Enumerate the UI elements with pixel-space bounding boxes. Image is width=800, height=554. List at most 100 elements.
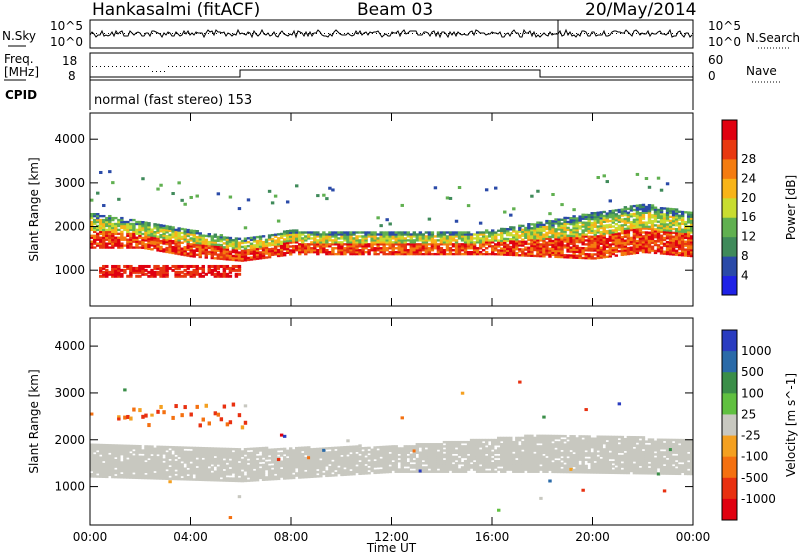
power-cell bbox=[424, 237, 429, 240]
velocity-cell bbox=[231, 456, 236, 459]
velocity-cell bbox=[448, 445, 453, 448]
power-cell bbox=[114, 242, 118, 245]
velocity-cell bbox=[96, 443, 100, 447]
velocity-cell bbox=[394, 457, 398, 461]
velocity-cell bbox=[180, 471, 184, 475]
power-cell bbox=[448, 252, 453, 256]
power-cell bbox=[445, 231, 450, 234]
power-cell bbox=[602, 248, 606, 251]
power-cell bbox=[578, 227, 582, 230]
velocity-cell bbox=[409, 457, 414, 461]
velocity-cell bbox=[150, 460, 154, 463]
velocity-cell bbox=[168, 452, 172, 455]
nave-dot bbox=[676, 66, 677, 67]
velocity-cell bbox=[159, 445, 163, 449]
power-cell bbox=[641, 213, 646, 216]
velocity-cell bbox=[292, 461, 296, 465]
velocity-cell bbox=[394, 466, 398, 469]
power-cell bbox=[376, 216, 380, 220]
velocity-cell bbox=[406, 451, 410, 454]
power-cell bbox=[638, 206, 643, 209]
power-cell bbox=[638, 221, 643, 225]
power-cell bbox=[403, 237, 407, 240]
power-cell bbox=[186, 266, 190, 270]
power-cell bbox=[605, 212, 609, 215]
velocity-cell bbox=[273, 467, 278, 470]
velocity-cell bbox=[138, 468, 142, 471]
velocity-cell bbox=[156, 458, 160, 461]
power-cell bbox=[560, 251, 564, 255]
power-cell bbox=[490, 247, 495, 250]
power-cell bbox=[301, 231, 305, 234]
power-cell bbox=[141, 242, 145, 246]
velocity-cell bbox=[295, 457, 299, 460]
power-cell bbox=[608, 255, 612, 258]
nave-dot bbox=[392, 66, 393, 67]
power-cell bbox=[129, 232, 133, 236]
velocity-cell bbox=[270, 448, 275, 451]
power-cell bbox=[533, 248, 537, 252]
power-cell bbox=[512, 240, 516, 243]
power-cell bbox=[454, 249, 459, 252]
power-cell bbox=[225, 264, 230, 268]
velocity-cell bbox=[264, 476, 269, 479]
power-cell bbox=[183, 264, 187, 268]
power-cell bbox=[451, 233, 456, 236]
velocity-cell bbox=[427, 455, 432, 459]
power-cell bbox=[632, 226, 637, 229]
power-cell bbox=[228, 252, 233, 255]
power-cell bbox=[599, 242, 603, 246]
power-cell bbox=[421, 235, 426, 238]
power-cell bbox=[201, 264, 205, 268]
power-cell bbox=[298, 233, 302, 236]
velocity-cell bbox=[442, 445, 447, 448]
power-cell bbox=[276, 244, 281, 248]
velocity-cell bbox=[279, 454, 284, 457]
velocity-cell bbox=[123, 461, 127, 464]
power-cell bbox=[279, 254, 284, 257]
power-cell bbox=[267, 242, 272, 245]
power-cell bbox=[433, 241, 438, 244]
power-cell bbox=[490, 235, 495, 238]
power-cell bbox=[599, 217, 603, 220]
power-cell bbox=[638, 219, 643, 223]
power-cell bbox=[231, 239, 236, 242]
velocity-cell bbox=[135, 463, 139, 467]
velocity-cell bbox=[466, 451, 471, 454]
velocity-cell bbox=[307, 456, 311, 460]
velocity-cell bbox=[285, 453, 290, 457]
velocity-cell bbox=[316, 462, 320, 465]
velocity-cell bbox=[267, 471, 272, 475]
power-cell bbox=[397, 233, 401, 236]
power-cell bbox=[180, 274, 184, 278]
velocity-cell bbox=[270, 471, 275, 475]
velocity-cell bbox=[201, 455, 205, 458]
power-cell bbox=[548, 231, 552, 235]
power-cell bbox=[313, 235, 317, 238]
power-cell bbox=[424, 252, 429, 256]
power-cell bbox=[463, 235, 468, 238]
velocity-cell bbox=[240, 458, 245, 462]
velocity-cell bbox=[418, 469, 423, 473]
power-cell bbox=[629, 236, 634, 240]
power-cell bbox=[587, 221, 591, 225]
power-cell bbox=[340, 245, 344, 248]
velocity-cell bbox=[427, 453, 432, 457]
velocity-cell bbox=[349, 473, 353, 476]
power-cell bbox=[304, 243, 308, 246]
nave-dot bbox=[224, 66, 225, 67]
velocity-cell bbox=[123, 446, 127, 450]
power-cell bbox=[503, 210, 507, 214]
power-cell bbox=[463, 237, 468, 240]
power-cell bbox=[614, 228, 619, 232]
power-cell bbox=[533, 229, 537, 232]
power-cell bbox=[237, 259, 242, 262]
power-cell bbox=[599, 226, 603, 230]
power-cell bbox=[397, 231, 401, 234]
power-cell bbox=[551, 253, 555, 256]
velocity-cell bbox=[451, 466, 456, 469]
power-cell bbox=[578, 215, 582, 218]
nave-dot bbox=[432, 66, 433, 67]
power-cell bbox=[231, 264, 236, 268]
power-cell bbox=[548, 251, 552, 254]
